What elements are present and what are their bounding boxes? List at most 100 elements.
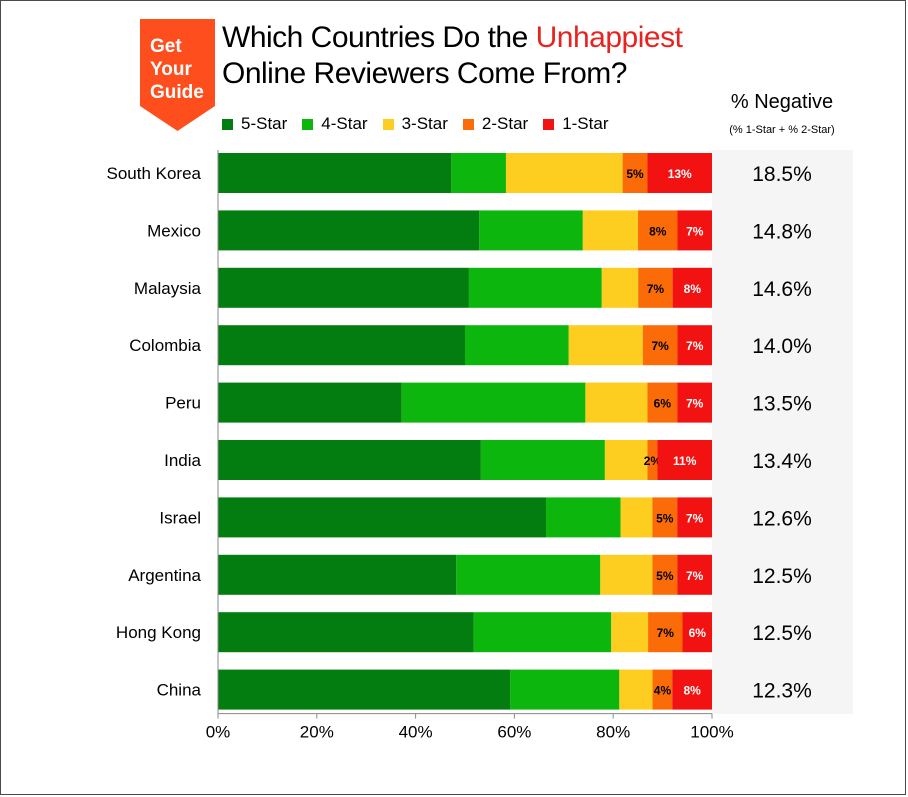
bar-segment	[568, 325, 643, 366]
x-tick-label: 20%	[300, 723, 334, 742]
bar-segment	[638, 267, 673, 308]
bar-segment	[585, 382, 648, 423]
title-part-1: Which Countries Do the	[222, 21, 536, 54]
legend-label: 3-Star	[401, 114, 448, 133]
negative-value: 12.6%	[752, 507, 812, 530]
bar-segment	[648, 612, 683, 653]
negative-value: 14.0%	[752, 335, 812, 358]
bar-segment	[468, 267, 602, 308]
bar-segment	[647, 440, 658, 480]
negative-value: 12.5%	[752, 565, 812, 588]
negative-value: 18.5%	[752, 163, 812, 186]
bar-segment	[479, 210, 583, 251]
legend-item: 2-Star	[462, 114, 529, 134]
category-label: Mexico	[147, 221, 201, 240]
bar-segment	[510, 669, 620, 710]
chart-title: Which Countries Do the Unhappiest Online…	[222, 20, 683, 92]
category-label: South Korea	[106, 164, 201, 183]
segment-label: 8%	[649, 224, 667, 238]
title-highlight: Unhappiest	[535, 21, 683, 54]
legend-swatch	[382, 118, 394, 130]
bar-segment	[611, 612, 649, 653]
negative-header: % Negative (% 1-Star + % 2-Star)	[712, 91, 852, 136]
bar-segment	[620, 497, 653, 538]
legend-label: 4-Star	[321, 114, 368, 133]
bar-segment	[622, 153, 648, 193]
negative-value: 14.8%	[752, 220, 812, 243]
bar-segment	[647, 382, 678, 423]
category-label: Argentina	[128, 566, 201, 585]
category-label: Malaysia	[134, 279, 202, 298]
category-label: Colombia	[129, 336, 201, 355]
bar-segment	[473, 612, 612, 653]
segment-label: 7%	[686, 224, 704, 238]
segment-label: 5%	[656, 569, 674, 583]
negative-value: 12.5%	[752, 622, 812, 645]
bar-segment	[218, 669, 511, 710]
segment-label: 13%	[668, 167, 692, 181]
negative-title: % Negative	[730, 91, 834, 113]
legend-item: 5-Star	[222, 114, 287, 134]
negative-value: 12.3%	[752, 680, 812, 703]
segment-label: 2%	[644, 454, 662, 468]
bar-segment	[677, 210, 712, 251]
negative-value: 13.5%	[752, 393, 812, 416]
negative-value: 14.6%	[752, 278, 812, 301]
bar-segment	[677, 382, 712, 423]
legend-item: 3-Star	[382, 114, 448, 134]
legend-swatch	[543, 118, 555, 130]
legend: 5-Star 4-Star 3-Star 2-Star 1-Star	[222, 114, 623, 134]
segment-label: 6%	[654, 397, 672, 411]
bar-segment	[672, 267, 712, 308]
x-tick-label: 80%	[596, 723, 630, 742]
bar-segment	[604, 440, 648, 480]
bar-segment	[218, 440, 481, 480]
legend-swatch	[462, 118, 474, 130]
logo-text-your: Your	[150, 59, 192, 80]
x-tick-label: 0%	[206, 723, 231, 742]
logo-text-guide: Guide	[150, 82, 204, 103]
bar-segment	[546, 497, 621, 538]
legend-label: 5-Star	[241, 114, 288, 133]
bar-segment	[619, 669, 653, 710]
category-label: Israel	[159, 508, 201, 527]
segment-label: 7%	[686, 511, 704, 525]
category-label: China	[157, 681, 202, 700]
bar-segment	[652, 497, 678, 538]
bar-segment	[505, 153, 623, 193]
segment-label: 11%	[673, 454, 697, 468]
bar-segment	[652, 669, 673, 710]
category-label: India	[164, 451, 201, 470]
logo-shape	[140, 19, 215, 131]
negative-panel	[712, 150, 853, 714]
segment-label: 8%	[684, 282, 702, 296]
getyourguide-logo: Get Your Guide	[140, 19, 215, 131]
segment-label: 5%	[656, 511, 674, 525]
legend-label: 2-Star	[481, 114, 529, 133]
x-tick-label: 100%	[690, 723, 733, 742]
bar-segment	[677, 554, 712, 595]
bar-segment	[456, 554, 601, 595]
segment-label: 7%	[651, 339, 669, 353]
legend-label: 1-Star	[562, 114, 609, 133]
bar-segment	[480, 440, 605, 480]
bar-segment	[218, 554, 457, 595]
x-tick-label: 40%	[399, 723, 433, 742]
bar-segment	[677, 497, 712, 538]
legend-item: 4-Star	[302, 114, 368, 134]
legend-swatch	[302, 118, 314, 130]
bar-segment	[582, 210, 639, 251]
category-label: Peru	[165, 394, 201, 413]
title-line-2: Online Reviewers Come From?	[222, 57, 627, 90]
bar-segment	[218, 210, 480, 251]
bar-segment	[218, 497, 547, 538]
bar-segment	[600, 554, 653, 595]
title-line-1: Which Countries Do the Unhappiest	[222, 20, 683, 56]
bar-segment	[677, 325, 712, 366]
negative-subtitle: (% 1-Star + % 2-Star)	[729, 124, 835, 136]
bar-segment	[638, 210, 678, 251]
bar-segment	[657, 440, 712, 480]
segment-label: 6%	[689, 626, 707, 640]
bar-segment	[672, 669, 712, 710]
